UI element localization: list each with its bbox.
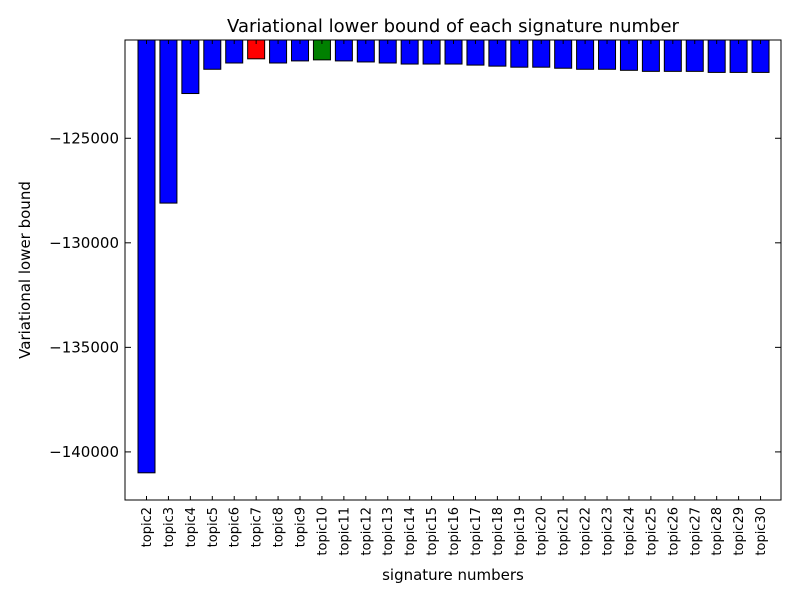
x-tick-label: topic18 [491,507,506,556]
x-tick-label: topic24 [622,507,637,556]
x-tick-label: topic12 [359,507,374,556]
bar-topic26 [663,39,682,72]
bar-topic21 [554,39,573,69]
bar-topic4 [181,39,200,95]
bar-topic20 [532,39,551,68]
x-tick-label: topic30 [754,507,769,556]
bar-topic25 [641,39,660,72]
x-tick-label: topic3 [162,507,177,547]
bar-topic19 [510,39,529,68]
bar-topic22 [576,39,595,70]
y-tick-label: −140000 [49,443,119,461]
plot-frame [124,39,782,501]
bar-topic27 [685,39,704,72]
bar-topic28 [707,39,726,73]
y-axis-ticks: −125000 −130000 −135000 −140000 [49,129,781,461]
x-tick-label: topic11 [337,507,352,556]
x-axis-ticks: topic2 topic3 topic4 topic5 topic6 topic7 topi… [140,40,769,556]
bar-topic23 [598,39,617,70]
x-tick-label: topic21 [557,507,572,556]
x-tick-label: topic23 [601,507,616,556]
x-tick-label: topic22 [579,507,594,556]
x-tick-label: topic14 [403,507,418,556]
bar-topic24 [619,39,638,71]
x-tick-label: topic20 [535,507,550,556]
x-tick-label: topic25 [644,507,659,556]
x-tick-label: topic15 [425,507,440,556]
x-tick-label: topic19 [513,507,528,556]
bar-topic3 [159,39,178,204]
x-tick-label: topic5 [206,507,221,547]
x-tick-label: topic13 [381,507,396,556]
x-tick-label: topic6 [228,507,243,547]
chart-title: Variational lower bound of each signatur… [227,16,680,37]
x-tick-label: topic9 [294,507,309,547]
x-tick-label: topic26 [666,507,681,556]
bar-topic5 [203,39,222,70]
bar-topic30 [751,39,770,73]
y-tick-label: −135000 [49,338,119,356]
x-tick-label: topic17 [469,507,484,556]
x-tick-label: topic10 [315,507,330,556]
x-tick-label: topic2 [140,507,155,547]
y-axis-label: Variational lower bound [16,181,34,359]
y-tick-label: −130000 [49,234,119,252]
bar-topic2 [137,39,156,474]
bar-topic29 [729,39,748,73]
x-tick-label: topic27 [688,507,703,556]
x-tick-label: topic7 [250,507,265,547]
x-tick-label: topic29 [732,507,747,556]
x-axis-label: signature numbers [382,566,524,584]
y-tick-label: −125000 [49,129,119,147]
x-tick-label: topic28 [710,507,725,556]
x-tick-label: topic8 [272,507,287,547]
x-tick-label: topic4 [184,507,199,547]
x-tick-label: topic16 [447,507,462,556]
bars-group [137,39,770,474]
